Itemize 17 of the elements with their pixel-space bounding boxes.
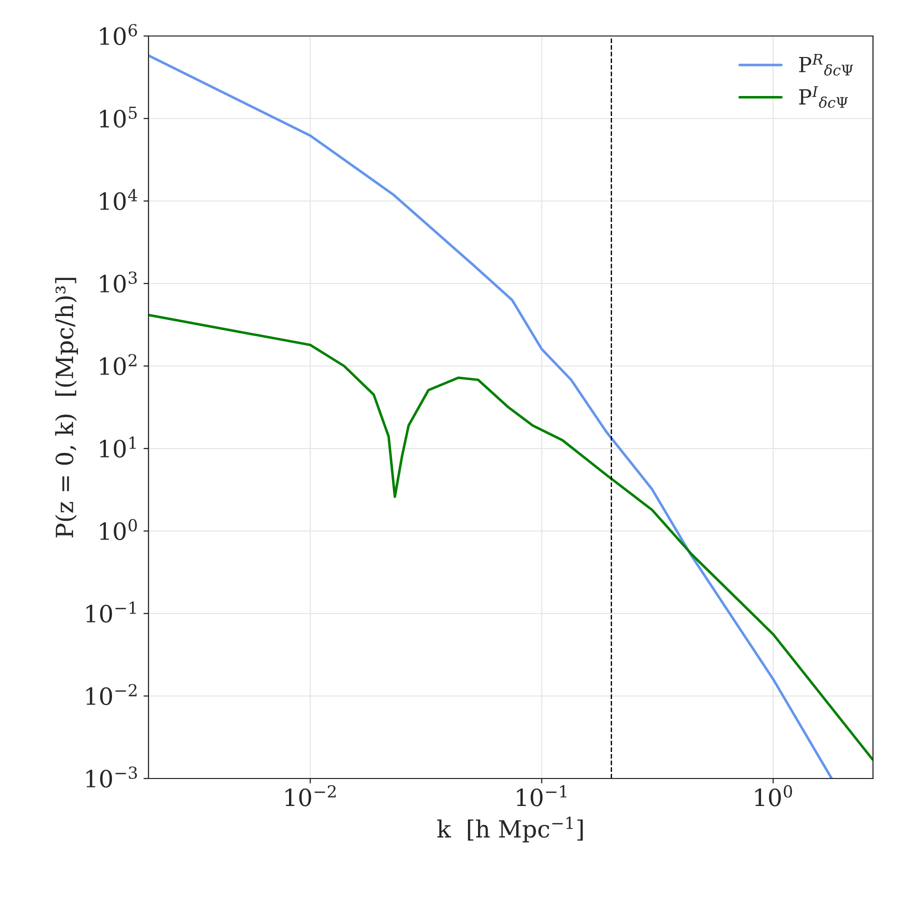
y-tick-label: 10$^{0}$ bbox=[100, 518, 137, 540]
y-axis-title: P(z = 0, k) [(Mpc/h)³] bbox=[55, 278, 78, 538]
x-tick-label: 10$^{−1}$ bbox=[516, 785, 566, 806]
y-tick-label: 10$^{3}$ bbox=[100, 271, 137, 293]
x-axis-title: k [h Mpc$^{−1}$] bbox=[437, 816, 583, 842]
legend-label: P$^{I}$$_{δcΨ}$ bbox=[799, 86, 848, 108]
x-tick-label: 10$^{0}$ bbox=[755, 785, 792, 806]
y-tick-label: 10$^{−3}$ bbox=[86, 766, 137, 788]
y-tick-label: 10$^{1}$ bbox=[100, 436, 136, 458]
y-tick-label: 10$^{4}$ bbox=[100, 188, 138, 210]
y-tick-label: 10$^{6}$ bbox=[100, 24, 137, 46]
y-tick-label: 10$^{−2}$ bbox=[86, 684, 137, 706]
y-tick-label: 10$^{2}$ bbox=[100, 354, 136, 376]
x-tick-label: 10$^{−2}$ bbox=[286, 785, 336, 806]
y-tick-label: 10$^{5}$ bbox=[100, 106, 137, 128]
legend-label: P$^{R}$$_{δcΨ}$ bbox=[799, 54, 854, 76]
y-tick-label: 10$^{−1}$ bbox=[86, 601, 136, 623]
